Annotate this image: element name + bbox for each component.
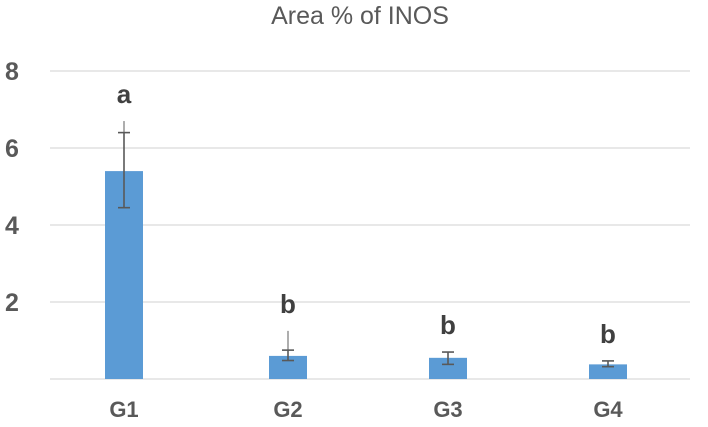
x-axis-ticks: G1 G2 G3 G4: [109, 397, 623, 422]
error-bar-g3: [442, 351, 454, 366]
significance-label: b: [440, 310, 456, 340]
y-axis-ticks: 2 4 6 8: [5, 58, 19, 317]
bar-g3: [429, 357, 467, 379]
y-tick-label: 8: [5, 58, 19, 86]
significance-label: a: [117, 79, 132, 109]
x-tick-label: G1: [109, 397, 138, 422]
bar-g2: [269, 355, 307, 379]
significance-label: b: [280, 289, 296, 319]
y-tick-label: 4: [5, 212, 19, 240]
y-tick-label: 6: [5, 135, 19, 163]
chart-title: Area % of INOS: [271, 2, 449, 30]
significance-label: b: [600, 319, 616, 349]
error-bar-g1: [118, 121, 130, 209]
error-bars: [118, 121, 614, 368]
significance-labels: a b b b: [117, 79, 616, 349]
x-tick-label: G3: [433, 397, 462, 422]
error-bar-g2: [282, 330, 294, 362]
x-tick-label: G2: [273, 397, 302, 422]
y-tick-label: 2: [5, 289, 19, 317]
x-tick-label: G4: [593, 397, 623, 422]
bar-g4: [589, 364, 627, 379]
error-bar-g4: [602, 360, 614, 368]
gridlines: [50, 70, 690, 380]
bars: [105, 171, 627, 379]
